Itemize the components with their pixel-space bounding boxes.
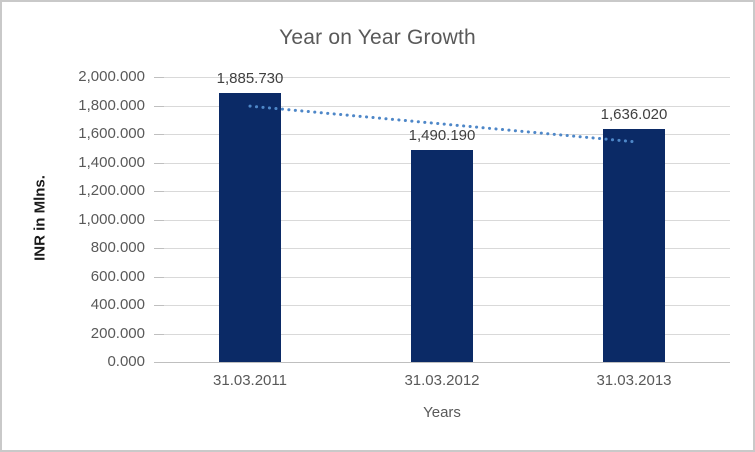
y-axis-tick bbox=[154, 106, 164, 107]
y-axis-tick bbox=[154, 334, 164, 335]
y-tick-label: 1,400.000 bbox=[78, 154, 145, 171]
y-gridline bbox=[154, 77, 730, 78]
y-tick-label: 1,000.000 bbox=[78, 211, 145, 228]
y-axis-tick bbox=[154, 220, 164, 221]
y-axis-tick bbox=[154, 248, 164, 249]
bar-31.03.2013 bbox=[603, 129, 665, 362]
x-axis-line bbox=[154, 362, 730, 363]
y-axis-tick bbox=[154, 191, 164, 192]
y-tick-label: 400.000 bbox=[90, 296, 145, 313]
x-tick-label: 31.03.2011 bbox=[213, 372, 287, 389]
x-axis-title: Years bbox=[423, 404, 461, 421]
y-axis-tick bbox=[154, 163, 164, 164]
y-tick-label: 800.000 bbox=[90, 239, 145, 256]
y-axis-tick bbox=[154, 134, 164, 135]
y-axis-tick bbox=[154, 277, 164, 278]
y-tick-label: 1,600.000 bbox=[78, 125, 145, 142]
y-axis-tick bbox=[154, 77, 164, 78]
y-tick-label: 1,800.000 bbox=[78, 97, 145, 114]
y-tick-label: 0.000 bbox=[107, 353, 145, 370]
y-axis-tick bbox=[154, 305, 164, 306]
bar-31.03.2012 bbox=[411, 150, 473, 362]
bar-data-label: 1,885.730 bbox=[216, 70, 284, 87]
y-tick-label: 600.000 bbox=[90, 268, 145, 285]
bar-31.03.2011 bbox=[219, 93, 281, 362]
x-tick-label: 31.03.2013 bbox=[596, 372, 672, 389]
chart-title: Year on Year Growth bbox=[279, 26, 476, 49]
bar-data-label: 1,636.020 bbox=[600, 106, 668, 123]
y-axis-tick bbox=[154, 362, 164, 363]
bar-data-label: 1,490.190 bbox=[408, 127, 476, 144]
x-tick-label: 31.03.2012 bbox=[404, 372, 480, 389]
y-axis-title: INR in Mlns. bbox=[31, 175, 49, 261]
y-tick-label: 1,200.000 bbox=[78, 182, 145, 199]
y-tick-label: 200.000 bbox=[90, 325, 145, 342]
y-tick-label: 2,000.000 bbox=[78, 68, 145, 85]
